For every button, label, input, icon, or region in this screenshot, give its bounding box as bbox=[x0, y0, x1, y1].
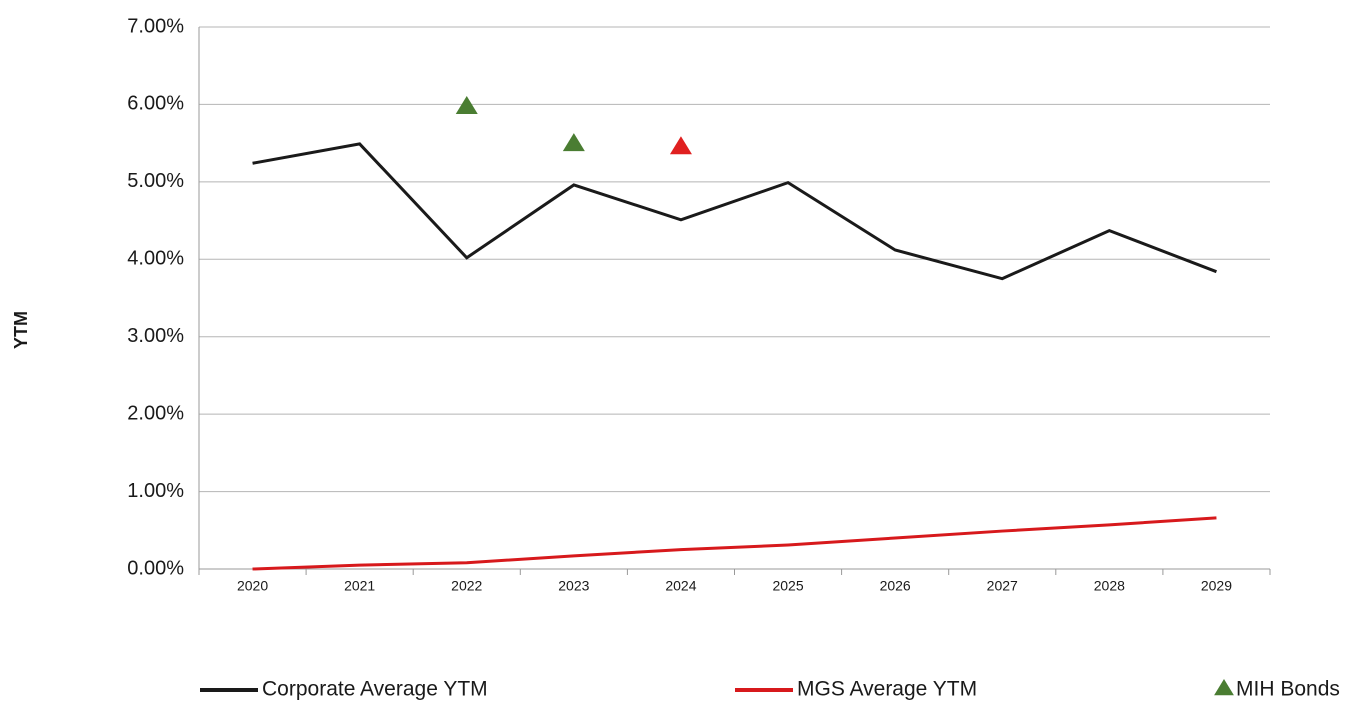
y-tick-label: 4.00% bbox=[127, 248, 184, 270]
y-tick-label: 3.00% bbox=[127, 325, 184, 347]
x-tick-label: 2027 bbox=[987, 578, 1018, 594]
y-tick-label: 0.00% bbox=[127, 557, 184, 579]
y-tick-label: 7.00% bbox=[127, 15, 184, 37]
y-tick-label: 5.00% bbox=[127, 170, 184, 192]
x-tick-label: 2020 bbox=[237, 578, 268, 594]
x-tick-label: 2021 bbox=[344, 578, 375, 594]
x-tick-label: 2029 bbox=[1201, 578, 1232, 594]
y-tick-label: 6.00% bbox=[127, 93, 184, 115]
legend-label: MIH Bonds bbox=[1236, 678, 1340, 701]
legend-label: MGS Average YTM bbox=[797, 678, 977, 701]
x-tick-label: 2023 bbox=[558, 578, 589, 594]
series-line bbox=[252, 516, 1217, 571]
series-line bbox=[252, 142, 1217, 281]
y-tick-label: 1.00% bbox=[127, 480, 184, 502]
legend-marker bbox=[1214, 679, 1234, 696]
x-tick-label: 2026 bbox=[880, 578, 911, 594]
x-tick-label: 2028 bbox=[1094, 578, 1125, 594]
y-tick-label: 2.00% bbox=[127, 402, 184, 424]
marker bbox=[669, 136, 692, 155]
legend-label: Corporate Average YTM bbox=[262, 678, 488, 701]
marker bbox=[562, 133, 585, 152]
x-tick-label: 2022 bbox=[451, 578, 482, 594]
marker bbox=[455, 95, 478, 114]
x-tick-label: 2024 bbox=[665, 578, 696, 594]
y-axis-label: YTM bbox=[11, 311, 31, 349]
x-tick-label: 2025 bbox=[772, 578, 803, 594]
